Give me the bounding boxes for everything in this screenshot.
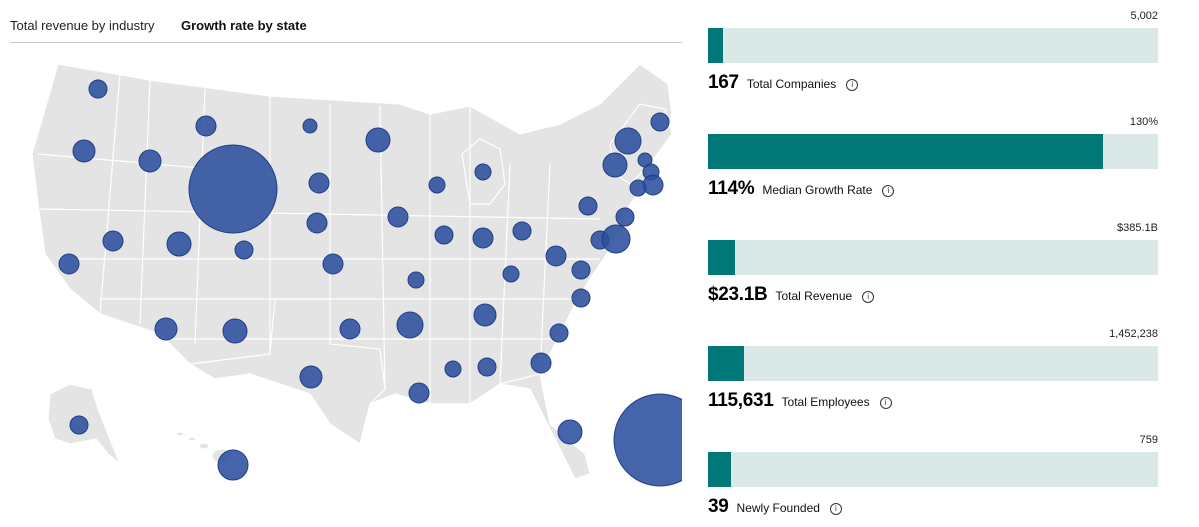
- bubble-connecticut[interactable]: [629, 179, 647, 197]
- stat-max-label: $385.1B: [1117, 222, 1158, 234]
- stat-value: $23.1B: [708, 284, 768, 305]
- stat-value: 167: [708, 72, 739, 93]
- progress-track: [708, 452, 1158, 487]
- bubble-west-virginia[interactable]: [545, 245, 567, 267]
- info-icon[interactable]: i: [862, 291, 875, 303]
- info-icon[interactable]: i: [879, 397, 892, 409]
- stat-total-employees: 1,452,238 115,631 Total Employees i: [708, 318, 1158, 424]
- progress-fill: [708, 346, 744, 381]
- progress-track: [708, 28, 1158, 63]
- bubble-nevada[interactable]: [102, 230, 124, 252]
- bubble-texas[interactable]: [299, 365, 323, 389]
- bubble-california[interactable]: [58, 253, 80, 275]
- bubble-iowa[interactable]: [387, 206, 409, 228]
- stat-total-revenue: $385.1B $23.1B Total Revenue i: [708, 212, 1158, 318]
- stat-row: $23.1B Total Revenue i: [708, 284, 875, 306]
- stat-max-label: 5,002: [1130, 10, 1158, 22]
- map-svg: [31, 63, 682, 487]
- bubble-kansas[interactable]: [322, 253, 344, 275]
- bubble-alabama[interactable]: [477, 357, 497, 377]
- bubble-new-york[interactable]: [602, 152, 628, 178]
- bubble-new-jersey[interactable]: [615, 207, 635, 227]
- progress-fill: [708, 452, 731, 487]
- bubble-south-dakota[interactable]: [308, 172, 330, 194]
- bubble-maine[interactable]: [650, 112, 670, 132]
- tab-growth-by-state[interactable]: Growth rate by state: [181, 18, 307, 33]
- bubble-pennsylvania[interactable]: [578, 196, 598, 216]
- progress-track: [708, 346, 1158, 381]
- stat-row: 114% Median Growth Rate i: [708, 178, 895, 200]
- bubble-north-dakota[interactable]: [302, 118, 318, 134]
- stat-total-companies: 5,002 167 Total Companies i: [708, 0, 1158, 106]
- stats-panel: 5,002 167 Total Companies i 130% 114% Me…: [708, 0, 1158, 527]
- progress-fill: [708, 134, 1103, 169]
- bubble-tennessee[interactable]: [473, 303, 497, 327]
- bubble-oklahoma[interactable]: [339, 318, 361, 340]
- bubble-arizona[interactable]: [154, 317, 178, 341]
- stat-value: 114%: [708, 178, 755, 199]
- stat-value: 115,631: [708, 390, 774, 411]
- bubble-new-mexico[interactable]: [222, 318, 248, 344]
- bubble-indiana[interactable]: [472, 227, 494, 249]
- bubble-virginia[interactable]: [571, 260, 591, 280]
- tab-revenue-by-industry[interactable]: Total revenue by industry: [10, 18, 155, 33]
- bubble-wyoming[interactable]: [188, 144, 278, 234]
- info-icon[interactable]: i: [829, 503, 842, 515]
- bubble-oregon[interactable]: [72, 139, 96, 163]
- bubble-mississippi[interactable]: [444, 360, 462, 378]
- stat-max-label: 130%: [1129, 116, 1158, 128]
- bubble-missouri[interactable]: [407, 271, 425, 289]
- bubble-kentucky[interactable]: [502, 265, 520, 283]
- progress-fill: [708, 240, 735, 275]
- stat-label: Total Revenue: [775, 289, 853, 303]
- stat-label: Newly Founded: [736, 501, 820, 515]
- bubble-wisconsin[interactable]: [428, 176, 446, 194]
- bubble-arkansas[interactable]: [396, 311, 424, 339]
- bubble-alaska[interactable]: [69, 415, 89, 435]
- bubble-puerto-rico[interactable]: [613, 393, 682, 487]
- bubble-florida[interactable]: [557, 419, 583, 445]
- state-florida: [499, 373, 591, 480]
- progress-fill: [708, 28, 723, 63]
- bubble-georgia[interactable]: [530, 352, 552, 374]
- stat-max-label: 1,452,238: [1109, 328, 1158, 340]
- progress-track: [708, 240, 1158, 275]
- info-icon[interactable]: i: [846, 79, 859, 91]
- stat-newly-founded: 759 39 Newly Founded i: [708, 424, 1158, 527]
- stat-label: Total Companies: [746, 77, 837, 91]
- bubble-hawaii[interactable]: [217, 449, 249, 481]
- bubble-idaho[interactable]: [138, 149, 162, 173]
- bubbles-layer: [58, 79, 682, 487]
- info-icon[interactable]: i: [882, 185, 895, 197]
- bubble-utah[interactable]: [166, 231, 192, 257]
- bubble-vermont[interactable]: [614, 127, 642, 155]
- bubble-ohio[interactable]: [512, 221, 532, 241]
- bubble-nebraska[interactable]: [306, 212, 328, 234]
- bubble-south-carolina[interactable]: [549, 323, 569, 343]
- stat-max-label: 759: [1139, 434, 1158, 446]
- bubble-north-carolina[interactable]: [571, 288, 591, 308]
- bubble-rhode-island[interactable]: [642, 174, 664, 196]
- stat-value: 39: [708, 496, 729, 517]
- bubble-louisiana[interactable]: [408, 382, 430, 404]
- bubble-minnesota[interactable]: [365, 127, 391, 153]
- stat-label: Total Employees: [781, 395, 870, 409]
- progress-track: [708, 134, 1158, 169]
- stat-row: 39 Newly Founded i: [708, 496, 842, 518]
- bubble-michigan[interactable]: [474, 163, 492, 181]
- stat-row: 115,631 Total Employees i: [708, 390, 892, 412]
- bubble-illinois[interactable]: [434, 225, 454, 245]
- tab-bar: Total revenue by industry Growth rate by…: [10, 0, 682, 43]
- stat-label: Median Growth Rate: [762, 183, 873, 197]
- bubble-montana[interactable]: [195, 115, 217, 137]
- bubble-colorado[interactable]: [234, 240, 254, 260]
- bubble-delaware[interactable]: [601, 224, 631, 254]
- stat-row: 167 Total Companies i: [708, 72, 859, 94]
- stat-median-growth-rate: 130% 114% Median Growth Rate i: [708, 106, 1158, 212]
- bubble-washington[interactable]: [88, 79, 108, 99]
- us-bubble-map: [0, 44, 682, 527]
